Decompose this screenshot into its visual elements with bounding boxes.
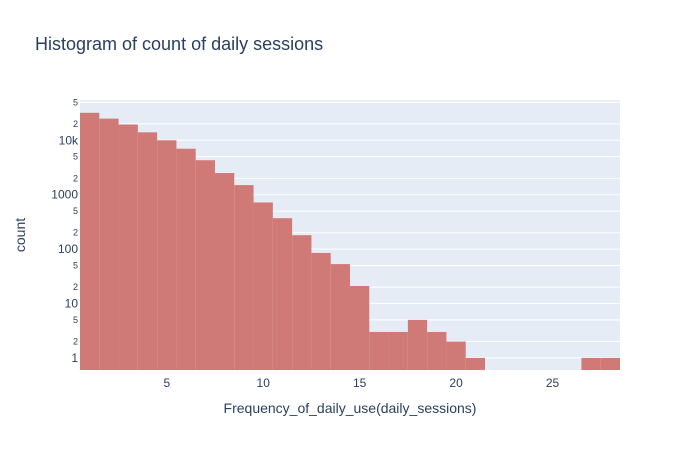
histogram-bar (330, 264, 350, 370)
y-minor-tick-label: 2 (73, 228, 78, 238)
y-minor-tick-label: 5 (73, 97, 78, 107)
histogram-bar (350, 285, 370, 370)
y-minor-tick-label: 5 (73, 260, 78, 270)
histogram-bar (253, 202, 273, 370)
y-major-tick-label: 1000 (51, 188, 78, 202)
histogram-bar (195, 160, 215, 370)
histogram-bar (311, 252, 331, 370)
y-axis-title: count (12, 218, 28, 252)
y-major-tick-label: 100 (58, 242, 78, 256)
x-tick-labels: 5 10 15 20 25 (163, 376, 559, 390)
histogram-bar (446, 341, 466, 370)
y-minor-tick-label: 5 (73, 315, 78, 325)
histogram-bar (137, 132, 158, 370)
y-minor-tick-label: 5 (73, 152, 78, 162)
histogram-bar (581, 357, 601, 370)
y-minor-tick-label: 2 (73, 282, 78, 292)
histogram-bar (234, 185, 254, 370)
bars (80, 112, 620, 370)
histogram-bar (176, 148, 196, 370)
histogram-bar (215, 173, 235, 370)
x-tick-label: 5 (163, 376, 170, 390)
chart-title: Histogram of count of daily sessions (35, 34, 323, 54)
histogram-bar (465, 357, 485, 370)
histogram-bar (157, 140, 177, 370)
y-minor-tick-label: 2 (73, 173, 78, 183)
y-minor-tick-label: 2 (73, 119, 78, 129)
histogram-bar (407, 319, 428, 370)
y-minor-tick-label: 2 (73, 337, 78, 347)
y-major-tick-label: 10 (65, 297, 79, 311)
x-tick-label: 25 (546, 376, 560, 390)
x-tick-label: 10 (257, 376, 271, 390)
histogram-bar (99, 118, 119, 370)
histogram-bar (118, 124, 138, 370)
histogram-bar (388, 331, 408, 370)
x-axis-title: Frequency_of_daily_use(daily_sessions) (224, 400, 477, 416)
histogram-bar (369, 331, 389, 370)
histogram-bar (600, 357, 620, 370)
x-tick-label: 20 (449, 376, 463, 390)
x-tick-label: 15 (353, 376, 367, 390)
y-minor-tick-label: 5 (73, 206, 78, 216)
histogram-bar (427, 331, 447, 370)
y-tick-labels: 2 5 2 5 2 5 2 5 2 5 1 10 100 1000 10k (51, 97, 79, 365)
y-major-tick-label: 1 (71, 351, 78, 365)
histogram-bar (80, 112, 100, 370)
histogram-bar (292, 235, 312, 370)
y-major-tick-label: 10k (59, 133, 79, 147)
histogram-bar (272, 218, 293, 370)
